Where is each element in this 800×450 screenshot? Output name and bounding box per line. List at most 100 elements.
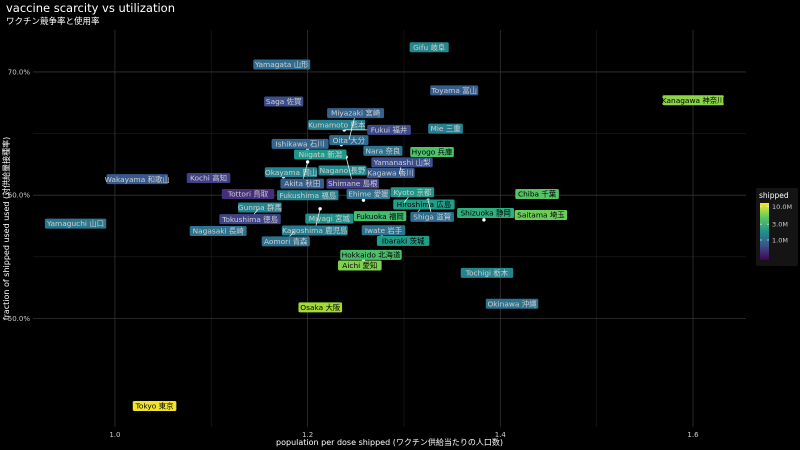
point-label: Niigata 新潟 (294, 149, 347, 160)
label-box (430, 85, 479, 96)
label-text: Okayama 岡山 (265, 168, 317, 177)
x-tick-label: 1.2 (302, 431, 313, 439)
label-text: Okinawa 沖縄 (487, 299, 537, 308)
label-box (264, 96, 304, 107)
label-box (409, 42, 449, 53)
label-box (326, 178, 379, 189)
label-text: Shimane 島根 (328, 179, 378, 188)
label-box (662, 95, 724, 106)
point-label: Osaka 大阪 (298, 302, 343, 313)
label-box (261, 236, 310, 247)
label-text: Fukui 福井 (371, 125, 407, 134)
point-label: Kumamoto 熊本 (308, 119, 366, 130)
label-box (281, 225, 348, 236)
point-label: Tochigi 栃木 (460, 267, 514, 278)
label-box (294, 149, 347, 160)
point-label: Nagasaki 長崎 (189, 225, 247, 236)
y-tick-label: 50.0% (8, 315, 31, 323)
point-label: Ishikawa 石川 (271, 138, 329, 149)
label-text: Oita 大分 (333, 136, 366, 145)
label-text: Toyama 富山 (430, 86, 477, 95)
label-text: Ehime 愛媛 (348, 190, 389, 199)
label-box (308, 119, 366, 130)
point-label: Akita 秋田 (280, 161, 325, 189)
point-label: Tokushima 徳島 (219, 208, 281, 225)
label-text: Wakayama 和歌山 (105, 175, 170, 184)
y-tick-label: 60.0% (8, 192, 31, 200)
label-text: Tochigi 栃木 (465, 268, 509, 277)
label-text: Ishikawa 石川 (276, 139, 325, 148)
point-label: Wakayama 和歌山 (105, 174, 170, 185)
label-text: Iwate 岩手 (365, 226, 403, 235)
label-text: Gunma 群馬 (238, 203, 282, 212)
label-box (271, 138, 329, 149)
point-label: Tottori 鳥取 (221, 188, 275, 199)
label-box (329, 135, 369, 146)
color-legend: shipped 1.0M 3.0M 10.0M (756, 188, 798, 266)
label-box (106, 174, 168, 185)
label-text: Nagasaki 長崎 (193, 227, 245, 236)
label-text: Miyazaki 宮崎 (331, 109, 381, 118)
chart-title: vaccine scarcity vs utilization (6, 1, 175, 15)
label-text: Nara 奈良 (366, 146, 401, 155)
point-label: Shizuoka 静岡 (457, 207, 515, 218)
label-box (363, 145, 403, 156)
label-text: Yamaguchi 山口 (46, 219, 104, 228)
point-label: Iwate 岩手 (361, 225, 406, 236)
point-label: Chiba 千葉 (515, 188, 559, 199)
chart-subtitle: ワクチン競争率と使用率 (6, 17, 100, 27)
point-label: Toyama 富山 (430, 85, 479, 96)
label-text: Tottori 鳥取 (227, 190, 269, 199)
label-text: Yamanashi 山梨 (373, 158, 431, 167)
label-box (366, 168, 415, 179)
label-box (327, 108, 385, 119)
point-label: Aichi 愛知 (337, 260, 382, 271)
label-text: Mie 三重 (430, 124, 460, 133)
x-tick-label: 1.4 (495, 431, 507, 439)
label-text: Saga 佐賀 (266, 97, 302, 106)
label-box (514, 209, 568, 220)
label-text: Ibaraki 茨城 (382, 236, 425, 245)
label-box (44, 218, 107, 229)
point-label: Saitama 埼玉 (514, 209, 568, 220)
point-labels: Tokyo 東京 Kanagawa 神奈川 Osaka 大阪 Aichi 愛知 Sait… (44, 42, 725, 412)
label-text: Kagawa 香川 (368, 169, 414, 178)
point-label: Fukuoka 福岡 (353, 211, 407, 222)
label-box (515, 188, 559, 199)
label-box (428, 123, 463, 134)
label-box (318, 165, 367, 176)
point-label: Shimane 島根 (326, 156, 379, 189)
point-label: Kyoto 京都 (390, 187, 435, 203)
point-label: Miyagi 宮城 (305, 213, 354, 224)
label-box (340, 249, 402, 260)
label-text: Niigata 新潟 (299, 150, 342, 159)
point-label: Yamaguchi 山口 (44, 218, 107, 229)
label-text: Aichi 愛知 (342, 261, 377, 270)
point-label: Kanagawa 神奈川 (662, 95, 725, 106)
axis-ticks: 1.0 1.2 1.4 1.6 50.0% 60.0% 70.0% (8, 68, 699, 439)
point-label: Hokkaido 北海道 (340, 249, 402, 260)
label-box (189, 225, 247, 236)
point-label: Miyazaki 宮崎 (327, 108, 385, 140)
label-text: Akita 秋田 (284, 179, 320, 188)
label-text: Hiroshima 広島 (397, 200, 451, 209)
legend-colorbar (760, 203, 769, 260)
label-box (390, 187, 435, 198)
point-label: Ehime 愛媛 (346, 189, 391, 200)
label-box (277, 190, 339, 201)
legend-title: shipped (759, 191, 789, 200)
legend-tick-label: 1.0M (772, 236, 788, 244)
legend-ticks: 1.0M 3.0M 10.0M (760, 203, 792, 244)
label-box (298, 302, 343, 313)
label-text: Kyoto 京都 (393, 188, 431, 197)
x-axis-title: population per dose shipped (ワクチン供給当たりの人… (276, 437, 503, 447)
point-label: Yamanashi 山梨 (371, 157, 433, 175)
point-label: Gunma 群馬 (238, 202, 282, 213)
label-text: Saitama 埼玉 (517, 211, 565, 220)
point-label: Okinawa 沖縄 (485, 298, 539, 309)
label-text: Hokkaido 北海道 (342, 250, 401, 259)
point-label: Nara 奈良 (363, 145, 403, 156)
label-box (337, 260, 382, 271)
label-box (132, 401, 177, 412)
data-point (361, 198, 366, 202)
